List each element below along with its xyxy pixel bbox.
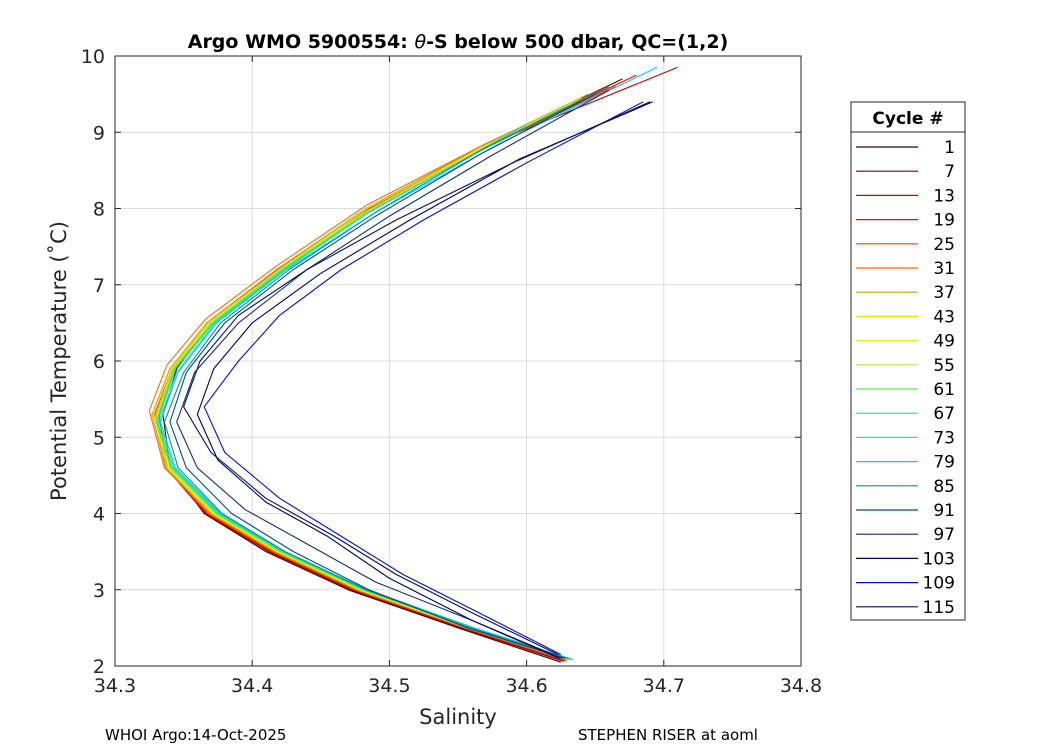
y-tick-label: 2 — [93, 656, 105, 678]
legend-label-19: 19 — [933, 211, 955, 231]
legend-label-61: 61 — [933, 380, 955, 400]
series-line-cycle-109 — [203, 101, 644, 656]
footer-right: STEPHEN RISER at aoml — [578, 726, 758, 744]
series-line-cycle-103 — [196, 101, 654, 659]
x-tick-label: 34.3 — [94, 675, 136, 697]
y-tick-label: 3 — [93, 580, 105, 602]
legend-entries: 1 7 13 19 25 31 37 43 49 55 61 67 73 79 85 91 97 103 109 11… — [856, 138, 955, 618]
series-line-cycle-115 — [183, 101, 651, 656]
y-tick-label: 9 — [93, 122, 105, 144]
series-line-cycle-97 — [176, 89, 610, 659]
legend-label-97: 97 — [933, 525, 955, 545]
y-tick-label: 8 — [93, 199, 105, 221]
legend-label-115: 115 — [923, 598, 955, 618]
x-tick-label: 34.8 — [780, 675, 822, 697]
x-tick-label: 34.5 — [368, 675, 410, 697]
series-line-cycle-43 — [152, 97, 582, 661]
legend-label-67: 67 — [933, 404, 955, 424]
legend-label-25: 25 — [933, 235, 955, 255]
legend-label-85: 85 — [933, 477, 955, 497]
legend-label-103: 103 — [923, 549, 955, 569]
y-tick-label: 7 — [93, 275, 105, 297]
legend-label-73: 73 — [933, 428, 955, 448]
x-axis-label: Salinity — [419, 705, 497, 729]
legend-label-55: 55 — [933, 356, 955, 376]
legend-label-49: 49 — [933, 332, 955, 352]
series-line-cycle-61 — [155, 105, 571, 660]
axis-ticks: 34.3 34.4 34.5 34.6 34.7 34.8 2 3 4 5 6 7 8 9 10 — [81, 46, 822, 697]
series-line-cycle-37 — [151, 93, 589, 661]
y-tick-label: 10 — [81, 46, 105, 68]
x-tick-label: 34.6 — [505, 675, 547, 697]
legend-label-13: 13 — [933, 186, 955, 206]
x-tick-label: 34.4 — [231, 675, 273, 697]
legend-label-109: 109 — [923, 574, 955, 594]
legend-label-79: 79 — [933, 453, 955, 473]
footer-left: WHOI Argo:14-Oct-2025 — [105, 726, 286, 744]
y-tick-label: 4 — [93, 504, 105, 526]
y-tick-label: 6 — [93, 351, 105, 373]
chart-title-main: Argo WMO 5900554: — [188, 31, 415, 53]
grid — [115, 56, 801, 666]
legend-label-91: 91 — [933, 501, 955, 521]
series-line-cycle-85 — [163, 86, 610, 659]
series-line-cycle-91 — [169, 93, 596, 659]
legend-label-37: 37 — [933, 283, 955, 303]
legend-title: Cycle # — [872, 109, 943, 129]
chart-title-rest: -S below 500 dbar, QC=(1,2) — [426, 31, 728, 53]
y-tick-label: 5 — [93, 427, 105, 449]
y-axis-label: Potential Temperature (˚C) — [47, 221, 71, 501]
legend-label-7: 7 — [944, 162, 955, 182]
series-line-cycle-49 — [154, 105, 570, 661]
legend-label-43: 43 — [933, 307, 955, 327]
chart-title: Argo WMO 5900554: θ-S below 500 dbar, QC… — [188, 31, 729, 53]
series-layer — [148, 66, 678, 663]
legend-label-31: 31 — [933, 259, 955, 279]
chart-title-theta: θ — [414, 31, 426, 53]
x-tick-label: 34.7 — [643, 675, 685, 697]
legend-label-1: 1 — [944, 138, 955, 158]
legend: Cycle # 1 7 13 19 25 31 37 43 49 55 61 67 73 79 85 91 97… — [850, 101, 966, 621]
